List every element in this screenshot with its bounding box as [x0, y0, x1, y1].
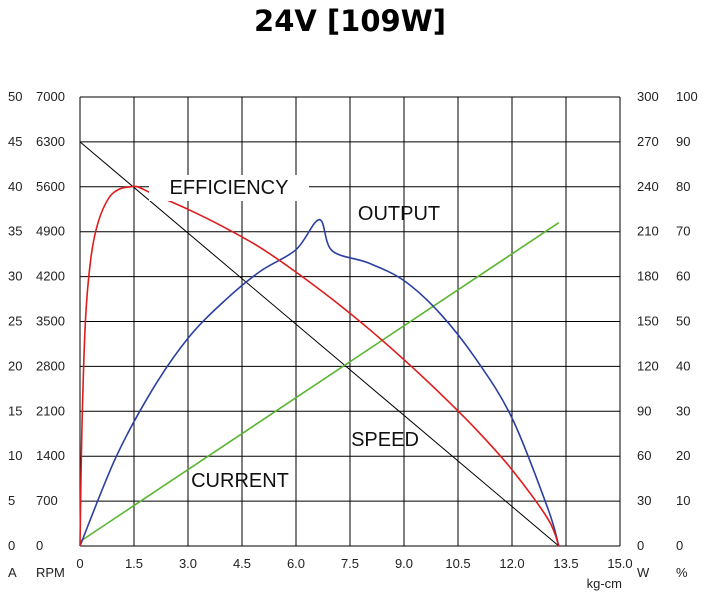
series-lines	[79, 141, 560, 547]
right-axis-tick-label: 70	[676, 224, 690, 239]
left-axis-tick-label: 35	[8, 224, 22, 239]
left-axis-tick-label: 7000	[36, 89, 65, 104]
series-line-efficiency	[79, 185, 560, 547]
right-axis-tick-label: 270	[637, 134, 659, 149]
left-axis-tick-label: 700	[36, 493, 58, 508]
x-tick-label: 9.0	[395, 556, 413, 571]
right-axis-tick-label: 90	[637, 403, 651, 418]
right-axis-tick-label: 150	[637, 314, 659, 329]
right-axis-tick-label: 210	[637, 224, 659, 239]
curve-annotations: EFFICIENCY OUTPUT SPEED CURRENT	[149, 175, 440, 492]
x-tick-label: 10.5	[445, 556, 470, 571]
left-axis-tick-label: 10	[8, 448, 22, 463]
grid	[79, 96, 621, 547]
annotation-background	[149, 175, 309, 201]
right-axis-tick-label: 10	[676, 493, 690, 508]
annotation-efficiency: EFFICIENCY	[170, 177, 289, 199]
left-axis-tick-label: 45	[8, 134, 22, 149]
left-axis-tick-label: 1400	[36, 448, 65, 463]
x-tick-label: 0	[76, 556, 83, 571]
left-axis-tick-label: 4200	[36, 269, 65, 284]
x-tick-label: 13.5	[553, 556, 578, 571]
left-axis-unit-label: A	[8, 565, 17, 580]
annotation-output: OUTPUT	[358, 203, 440, 225]
right-axis-tick-label: 240	[637, 179, 659, 194]
right-axis-tick-label: 120	[637, 358, 659, 373]
chart-title: 24V [109W]	[254, 4, 446, 38]
left-axis-unit-label: RPM	[36, 565, 65, 580]
left-axis-tick-label: 2100	[36, 403, 65, 418]
right-axis-tick-label: 30	[676, 403, 690, 418]
right-axis-tick-label: 80	[676, 179, 690, 194]
right-axis-tick-label: 20	[676, 448, 690, 463]
left-axis-tick-label: 2800	[36, 358, 65, 373]
x-tick-label: 15.0	[607, 556, 632, 571]
right-axis-tick-label: 0	[637, 538, 644, 553]
x-tick-label: 6.0	[287, 556, 305, 571]
annotation-current: CURRENT	[191, 470, 289, 492]
right-axis-tick-label: 100	[676, 89, 698, 104]
series-line-current	[79, 222, 560, 543]
x-tick-label: 1.5	[125, 556, 143, 571]
right-axis-tick-label: 30	[637, 493, 651, 508]
left-axis-tick-label: 6300	[36, 134, 65, 149]
x-tick-label: 4.5	[233, 556, 251, 571]
left-axis-tick-label: 5	[8, 493, 15, 508]
tick-labels: 0 1.5 3.0 4.5 6.0 7.5 9.0 10.5 12.0 13.5 15.0 0 5 10 1…	[8, 89, 698, 591]
x-tick-label: 12.0	[499, 556, 524, 571]
right-axis-tick-label: 180	[637, 269, 659, 284]
right-axis-unit-label: W	[637, 565, 650, 580]
series-line-output	[79, 218, 560, 547]
annotation-speed: SPEED	[351, 429, 419, 451]
left-axis-tick-label: 0	[36, 538, 43, 553]
left-axis-tick-label: 20	[8, 358, 22, 373]
left-axis-tick-label: 15	[8, 403, 22, 418]
x-tick-label: 3.0	[179, 556, 197, 571]
left-axis-tick-label: 30	[8, 269, 22, 284]
x-axis-unit-label: kg-cm	[587, 576, 622, 591]
left-axis-tick-label: 0	[8, 538, 15, 553]
right-axis-unit-label: %	[676, 565, 688, 580]
right-axis-tick-label: 90	[676, 134, 690, 149]
left-axis-tick-label: 5600	[36, 179, 65, 194]
left-axis-tick-label: 50	[8, 89, 22, 104]
left-axis-tick-label: 4900	[36, 224, 65, 239]
right-axis-tick-label: 300	[637, 89, 659, 104]
right-axis-tick-label: 60	[637, 448, 651, 463]
right-axis-tick-label: 0	[676, 538, 683, 553]
series-line-speed	[79, 141, 560, 547]
left-axis-tick-label: 40	[8, 179, 22, 194]
x-tick-label: 7.5	[341, 556, 359, 571]
right-axis-tick-label: 60	[676, 269, 690, 284]
right-axis-tick-label: 40	[676, 358, 690, 373]
right-axis-tick-label: 50	[676, 314, 690, 329]
left-axis-tick-label: 25	[8, 314, 22, 329]
left-axis-tick-label: 3500	[36, 314, 65, 329]
